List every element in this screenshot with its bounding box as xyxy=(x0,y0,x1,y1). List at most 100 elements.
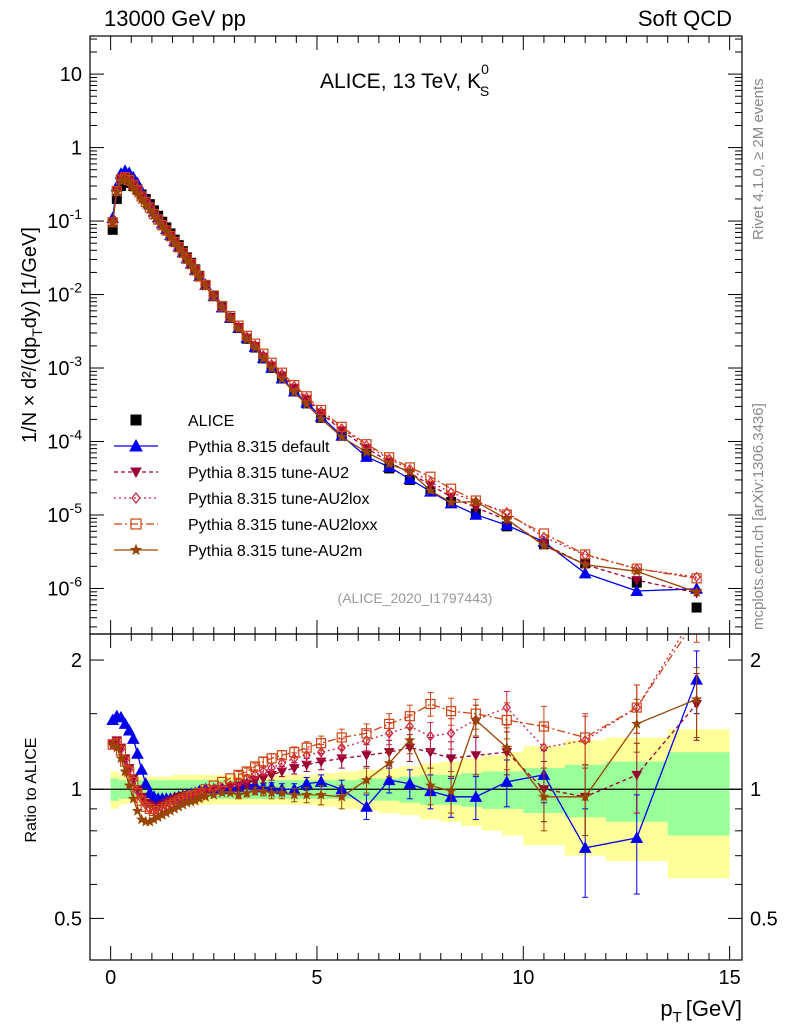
ratio-point-au2 xyxy=(361,751,372,761)
point-au2m xyxy=(276,373,288,384)
point-au2m xyxy=(404,465,416,477)
ratio-point-au2loxx xyxy=(276,750,287,761)
ratio-point-au2loxx xyxy=(692,614,701,623)
ratio-point-default xyxy=(382,773,396,786)
ratio-y-tick-label: 0.5 xyxy=(54,908,82,930)
ratio-point-default xyxy=(403,777,417,789)
ratio-point-au2m xyxy=(265,787,278,798)
ratio-point-au2m xyxy=(123,779,135,791)
ratio-point-default xyxy=(122,724,136,736)
point-au2m xyxy=(470,495,482,507)
legend-marker-au2m xyxy=(129,543,143,556)
ratio-point-au2 xyxy=(470,751,482,761)
ratio-point-au2lox xyxy=(133,785,142,797)
point-au2m xyxy=(135,193,148,205)
point-au2m xyxy=(107,216,119,227)
ratio-point-au2lox xyxy=(234,776,243,788)
point-au2m xyxy=(131,187,144,198)
point-au2m xyxy=(579,558,591,570)
point-au2m xyxy=(152,214,164,226)
ratio-point-au2lox xyxy=(267,762,276,774)
ratio-point-au2m xyxy=(315,788,327,800)
point-au2m xyxy=(168,236,181,248)
ratio-point-au2lox xyxy=(362,734,371,746)
ratio-point-au2m xyxy=(424,779,437,791)
chart-title: ALICE, 13 TeV, K0 S xyxy=(320,61,489,99)
ratio-point-au2m xyxy=(111,741,123,753)
x-tick-label: 15 xyxy=(718,967,740,989)
ratio-point-au2m xyxy=(360,774,373,785)
ratio-point-default xyxy=(118,717,132,729)
y-axis-title: 1/N × d²/(dpTdy) [1/GeV] xyxy=(19,227,45,443)
point-au2m xyxy=(185,259,197,270)
point-au2loxx xyxy=(425,471,436,482)
ratio-point-au2 xyxy=(276,767,288,777)
ratio-point-default xyxy=(578,841,592,853)
point-au2m xyxy=(315,412,327,424)
legend-label-au2: Pythia 8.315 tune-AU2 xyxy=(188,465,349,482)
point-au2lox xyxy=(692,571,701,583)
band-green xyxy=(667,752,730,836)
ratio-point-au2m xyxy=(538,790,550,802)
ratio-point-default xyxy=(114,710,128,723)
point-default xyxy=(469,508,483,520)
ratio-point-au2m xyxy=(232,789,245,800)
point-au2m xyxy=(336,431,348,442)
ratio-point-au2lox xyxy=(124,764,134,776)
ratio-point-au2m xyxy=(208,788,220,800)
point-au2loxx xyxy=(538,528,550,539)
ratio-point-au2m xyxy=(501,741,513,753)
point-au2m xyxy=(156,220,168,231)
ratio-point-au2m xyxy=(193,792,205,804)
ratio-point-au2loxx xyxy=(425,698,436,710)
point-au2m xyxy=(216,302,228,313)
point-au2m xyxy=(164,231,177,242)
ratio-series xyxy=(106,614,703,898)
point-au2m xyxy=(123,176,135,188)
ratio-point-au2loxx xyxy=(361,728,372,739)
legend-label-default: Pythia 8.315 default xyxy=(188,439,330,456)
ratio-point-au2lox xyxy=(250,769,260,781)
band-green xyxy=(502,771,524,809)
ratio-point-au2loxx xyxy=(289,747,300,758)
ratio-point-default xyxy=(135,763,148,775)
x-axis-title: pT [GeV] xyxy=(660,996,742,1024)
ratio-point-au2 xyxy=(445,754,457,764)
ratio-point-au2lox xyxy=(446,727,456,739)
point-au2m xyxy=(189,265,201,277)
point-au2m xyxy=(501,513,513,525)
ratio-point-au2lox xyxy=(539,742,549,754)
ratio-point-au2loxx xyxy=(445,706,457,717)
point-default xyxy=(630,584,644,596)
point-au2m xyxy=(360,446,373,458)
ratio-point-au2m xyxy=(445,785,457,796)
legend-label-au2lox: Pythia 8.315 tune-AU2lox xyxy=(188,491,369,508)
point-au2m xyxy=(177,247,189,259)
ratio-point-au2lox xyxy=(259,765,268,777)
ratio-point-au2m xyxy=(115,752,127,764)
ratio-point-au2loxx xyxy=(404,711,415,722)
ratio-point-default xyxy=(131,747,144,759)
point-au2loxx xyxy=(691,573,702,584)
ratio-point-default xyxy=(139,777,153,789)
y-tick-label: 10-5 xyxy=(47,500,82,527)
point-au2m xyxy=(111,185,123,197)
legend-marker-au2lox xyxy=(131,492,141,504)
y-tick-label: 10 xyxy=(60,64,82,86)
y-tick-label: 10-2 xyxy=(47,280,82,307)
ratio-frame xyxy=(89,633,743,961)
ratio-panel: 0.5 0.5 1 1 2 2 0 5 10 15 xyxy=(54,614,778,989)
ratio-point-au2m xyxy=(276,787,288,798)
point-au2m xyxy=(199,280,212,292)
point-au2m xyxy=(224,312,236,324)
point-au2m xyxy=(383,458,395,469)
ratio-point-au2loxx xyxy=(216,776,228,788)
point-au2 xyxy=(631,576,643,586)
point-alice xyxy=(691,602,702,613)
ratio-point-au2m xyxy=(404,734,416,746)
legend-marker-default xyxy=(129,438,143,452)
point-au2m xyxy=(257,352,269,364)
point-au2m xyxy=(160,225,172,237)
x-tick-label: 0 xyxy=(105,967,116,989)
ratio-point-au2m xyxy=(470,714,482,725)
